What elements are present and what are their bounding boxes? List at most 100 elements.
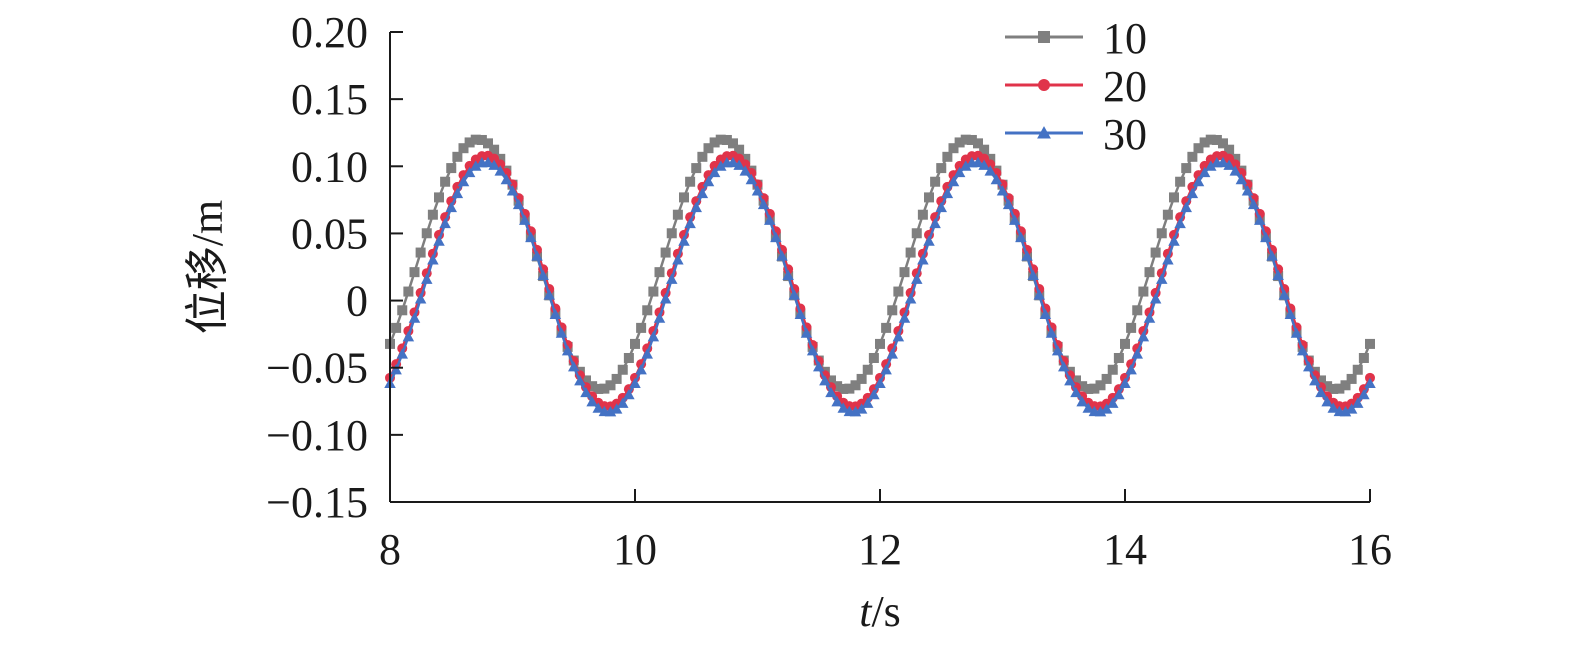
data-point-10 (911, 228, 922, 239)
data-point-10 (1150, 247, 1161, 258)
data-point-10 (1346, 373, 1357, 384)
data-point-30 (782, 269, 794, 280)
data-point-30 (500, 173, 513, 185)
data-point-30 (470, 160, 482, 171)
data-point-30 (1309, 375, 1321, 386)
data-point-10 (1181, 163, 1192, 174)
data-point-30 (1149, 293, 1162, 304)
data-point-30 (555, 327, 568, 338)
data-point-30 (972, 156, 984, 168)
data-point-10 (446, 163, 457, 174)
data-point-10 (581, 375, 591, 386)
series-line-20 (388, 154, 1372, 408)
data-point-30 (421, 273, 433, 284)
data-point-30 (1284, 308, 1297, 319)
data-point-30 (617, 397, 629, 408)
data-point-30 (1260, 231, 1272, 243)
data-point-10 (642, 305, 653, 316)
data-point-30 (463, 166, 476, 178)
data-point-30 (488, 159, 500, 170)
data-point-30 (837, 402, 849, 413)
data-point-30 (672, 254, 684, 265)
data-point-30 (917, 254, 929, 265)
data-point-30 (549, 308, 562, 319)
data-point-10 (1352, 364, 1363, 375)
x-tick-label: 14 (1103, 525, 1147, 574)
data-point-10 (960, 134, 971, 145)
data-point-10 (1071, 375, 1081, 386)
data-point-30 (580, 386, 592, 398)
data-point-30 (512, 198, 525, 210)
data-point-10 (875, 338, 885, 349)
data-point-30 (794, 308, 807, 319)
data-point-30 (1137, 330, 1150, 342)
data-point-10 (630, 338, 640, 349)
data-point-30 (788, 289, 800, 300)
data-point-10 (826, 375, 836, 386)
data-point-30 (1119, 377, 1131, 388)
data-point-30 (1100, 403, 1113, 414)
data-point-10 (409, 267, 420, 278)
data-point-30 (1131, 348, 1143, 359)
data-point-30 (831, 396, 843, 407)
x-axis-title: t/s (859, 587, 901, 636)
x-axis-title-unit: /s (871, 587, 900, 636)
y-tick-label: 0.10 (291, 142, 368, 191)
data-point-30 (1033, 289, 1045, 300)
legend-marker (1037, 126, 1051, 139)
data-point-30 (1113, 388, 1125, 400)
data-point-30 (1009, 214, 1021, 225)
data-point-10 (666, 228, 677, 239)
data-point-30 (402, 330, 415, 342)
data-point-10 (973, 138, 983, 149)
data-point-10 (636, 322, 647, 333)
data-point-30 (684, 217, 696, 229)
series-10 (385, 134, 1375, 394)
y-tick-label: 0.20 (291, 8, 368, 57)
data-point-30 (641, 348, 653, 359)
data-point-10 (721, 134, 732, 145)
data-point-30 (757, 198, 770, 210)
data-point-30 (1247, 198, 1260, 210)
data-point-30 (1021, 250, 1033, 261)
data-point-30 (537, 269, 549, 280)
x-tick-label: 16 (1348, 525, 1392, 574)
x-tick-label: 8 (379, 525, 401, 574)
data-point-30 (433, 235, 445, 246)
data-point-30 (592, 402, 604, 413)
data-point-10 (838, 383, 849, 394)
data-point-10 (868, 352, 879, 363)
data-point-30 (1254, 214, 1266, 225)
data-point-10 (391, 322, 402, 333)
data-point-10 (862, 364, 873, 375)
data-point-10 (458, 143, 469, 154)
data-point-30 (947, 175, 960, 187)
data-point-10 (599, 383, 610, 394)
data-point-30 (868, 388, 880, 400)
data-point-30 (1045, 327, 1058, 338)
data-point-30 (445, 201, 457, 213)
data-point-30 (825, 386, 837, 398)
data-point-30 (1205, 160, 1217, 171)
data-point-30 (1217, 156, 1229, 168)
data-point-10 (832, 381, 843, 392)
data-point-30 (996, 185, 1009, 196)
data-point-30 (1235, 173, 1248, 185)
data-point-10 (979, 144, 990, 155)
data-point-10 (954, 137, 965, 148)
data-point-30 (904, 293, 917, 304)
data-point-30 (1082, 402, 1094, 413)
data-point-10 (648, 286, 659, 297)
data-point-30 (874, 377, 886, 388)
data-point-30 (702, 175, 715, 187)
data-point-30 (653, 312, 666, 323)
legend-label: 30 (1103, 110, 1147, 159)
data-point-10 (464, 137, 475, 148)
data-point-10 (1095, 380, 1106, 391)
data-point-10 (948, 143, 959, 154)
data-point-30 (1064, 375, 1076, 386)
data-point-30 (1223, 159, 1235, 170)
data-point-10 (679, 192, 689, 203)
